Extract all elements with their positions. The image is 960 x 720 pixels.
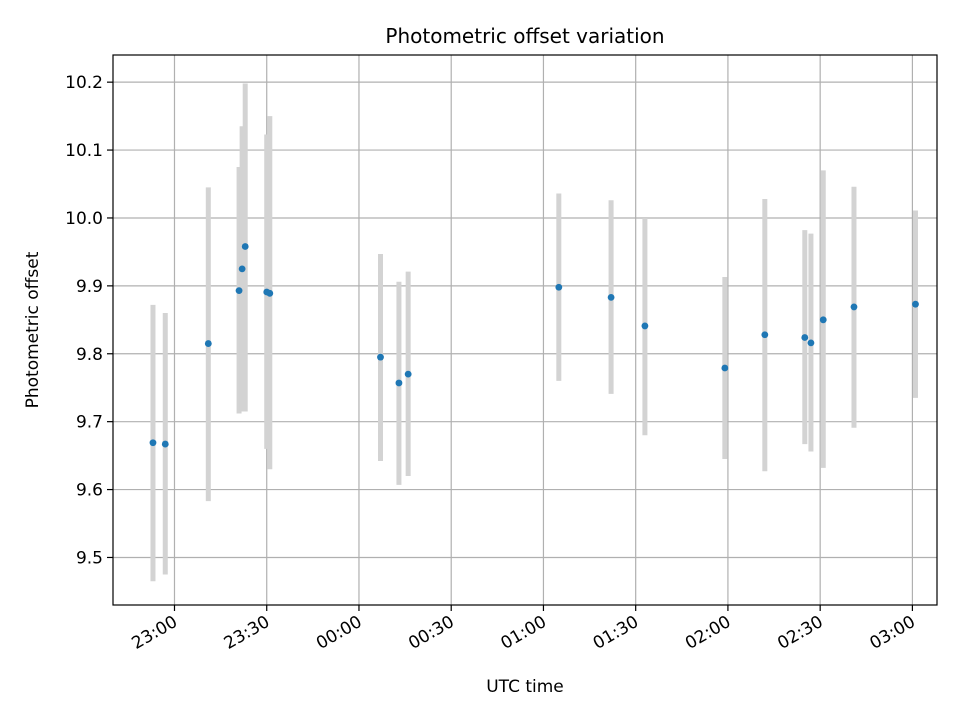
data-point: [204, 340, 212, 347]
y-tick-label: 9.6: [76, 481, 103, 501]
y-tick-label: 10.0: [65, 209, 103, 229]
data-point: [377, 353, 384, 361]
y-axis-ticks: 9.5 9.6 9.7 9.8 9.9 10.0 10.1 10.2: [65, 73, 113, 568]
y-tick-label: 10.1: [65, 141, 103, 161]
data-point: [641, 322, 649, 330]
y-tick-label: 9.7: [76, 413, 103, 433]
data-point: [241, 243, 249, 250]
data-point: [266, 289, 274, 297]
data-point: [149, 439, 157, 447]
plot-frame: [112, 54, 938, 606]
y-tick-label: 9.5: [76, 548, 103, 568]
data-point: [235, 287, 243, 295]
data-point: [819, 316, 827, 324]
data-point: [801, 334, 809, 341]
data-point: [395, 379, 403, 387]
data-point: [721, 364, 729, 372]
y-gridlines: [113, 81, 937, 559]
data-point: [850, 303, 858, 311]
data-point: [555, 283, 563, 291]
data-point: [404, 370, 412, 378]
data-point: [807, 339, 815, 347]
data-point: [912, 300, 919, 308]
data-point: [761, 331, 769, 339]
y-tick-label: 9.9: [76, 277, 103, 297]
data-markers: [149, 243, 919, 448]
y-tick-label: 10.2: [65, 73, 103, 93]
data-point: [161, 440, 169, 448]
y-axis-title: Photometric offset: [23, 251, 43, 408]
x-axis-title: UTC time: [486, 677, 564, 697]
y-tick-label: 9.8: [76, 345, 103, 365]
chart-title: Photometric offset variation: [385, 24, 664, 48]
data-point: [607, 294, 615, 301]
data-point: [238, 265, 246, 273]
